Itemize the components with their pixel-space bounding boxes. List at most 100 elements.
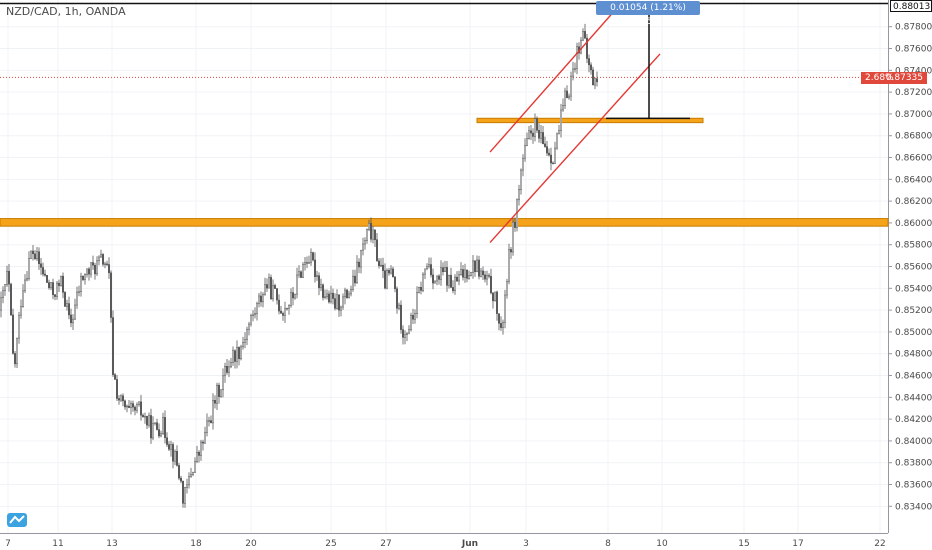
candle-body (406, 332, 408, 335)
candle-body (38, 251, 40, 265)
x-tick-label: 10 (656, 539, 668, 549)
candle-body (394, 276, 396, 290)
candle-body (418, 286, 420, 293)
candle-body (154, 422, 156, 424)
measurement-label: 0.01054 (1.21%) 105.4 (596, 1, 700, 27)
candle-body (84, 274, 86, 280)
candle-body (534, 118, 536, 137)
candle-body (502, 321, 504, 328)
symbol-title: NZD/CAD, 1h, OANDA (6, 5, 126, 18)
candle-body (184, 487, 186, 504)
candle-body (390, 268, 392, 274)
candle-body (398, 304, 400, 309)
candle-body (402, 329, 404, 338)
candle-body (236, 347, 238, 362)
candle-body (302, 264, 304, 278)
candle-body (464, 269, 466, 278)
candle-body (442, 267, 444, 273)
candle-body (324, 296, 326, 298)
candle-body (572, 68, 574, 77)
y-tick-label: 0.84800 (895, 350, 932, 360)
y-tick-label: 0.86800 (895, 132, 932, 142)
candle-body (282, 313, 284, 316)
candle-body (206, 420, 208, 433)
candle-body (420, 286, 422, 291)
current-price-change: 2.68% (865, 73, 894, 83)
candle-body (432, 274, 434, 284)
candle-body (98, 256, 100, 262)
candle-body (340, 306, 342, 311)
candle-body (290, 292, 292, 306)
candle-body (194, 461, 196, 473)
candle-body (16, 337, 18, 365)
candle-body (300, 271, 302, 278)
support-zone (476, 117, 704, 124)
support-zone (0, 218, 889, 227)
candle-body (242, 342, 244, 348)
candle-body (506, 281, 508, 296)
candle-body (22, 290, 24, 307)
x-tick-label: 25 (325, 539, 336, 549)
candle-body (518, 189, 520, 201)
candle-body (200, 441, 202, 456)
candle-body (580, 39, 582, 54)
candle-body (546, 146, 548, 154)
candle-body (396, 288, 398, 309)
candle-body (522, 157, 524, 171)
candle-body (458, 274, 460, 282)
candle-body (498, 313, 500, 324)
candle-body (90, 262, 92, 275)
candle-body (2, 290, 4, 299)
candle-body (476, 259, 478, 273)
candle-body (130, 403, 132, 408)
candle-body (544, 143, 546, 147)
candle-body (416, 292, 418, 314)
candle-body (564, 90, 566, 106)
x-tick-label: 20 (245, 539, 257, 549)
candle-body (570, 75, 572, 97)
candle-body (128, 405, 130, 408)
candle-body (166, 437, 168, 445)
candle-body (540, 132, 542, 139)
candle-body (180, 477, 182, 482)
candle-body (56, 282, 58, 297)
candle-body (266, 284, 268, 289)
candle-body (212, 400, 214, 424)
y-tick-label: 0.85000 (895, 328, 932, 338)
candle-body (320, 284, 322, 289)
candle-body (108, 264, 110, 274)
candle-body (368, 223, 370, 230)
candle-body (334, 298, 336, 309)
candle-body (60, 275, 62, 286)
candle-body (484, 274, 486, 280)
x-tick-label: 27 (380, 539, 391, 549)
candle-body (526, 138, 528, 146)
candle-body (250, 315, 252, 325)
candle-body (80, 275, 82, 292)
candle-body (542, 132, 544, 145)
candle-body (32, 250, 34, 255)
candle-body (216, 384, 218, 404)
candle-body (392, 268, 394, 278)
candle-body (470, 272, 472, 276)
candle-body (258, 295, 260, 304)
candle-body (364, 240, 366, 245)
candle-body (246, 329, 248, 340)
candle-body (326, 293, 328, 298)
candle-body (510, 249, 512, 253)
candle-body (298, 271, 300, 276)
candle-body (400, 304, 402, 330)
candle-body (178, 465, 180, 479)
candle-body (78, 291, 80, 293)
candle-body (466, 269, 468, 279)
candle-body (530, 130, 532, 134)
candle-body (286, 307, 288, 310)
candle-body (26, 278, 28, 281)
candle-body (332, 292, 334, 299)
y-tick-label: 0.87400 (895, 66, 932, 76)
candle-body (292, 292, 294, 299)
candle-body (382, 264, 384, 271)
candle-body (492, 292, 494, 302)
candle-body (24, 279, 26, 292)
